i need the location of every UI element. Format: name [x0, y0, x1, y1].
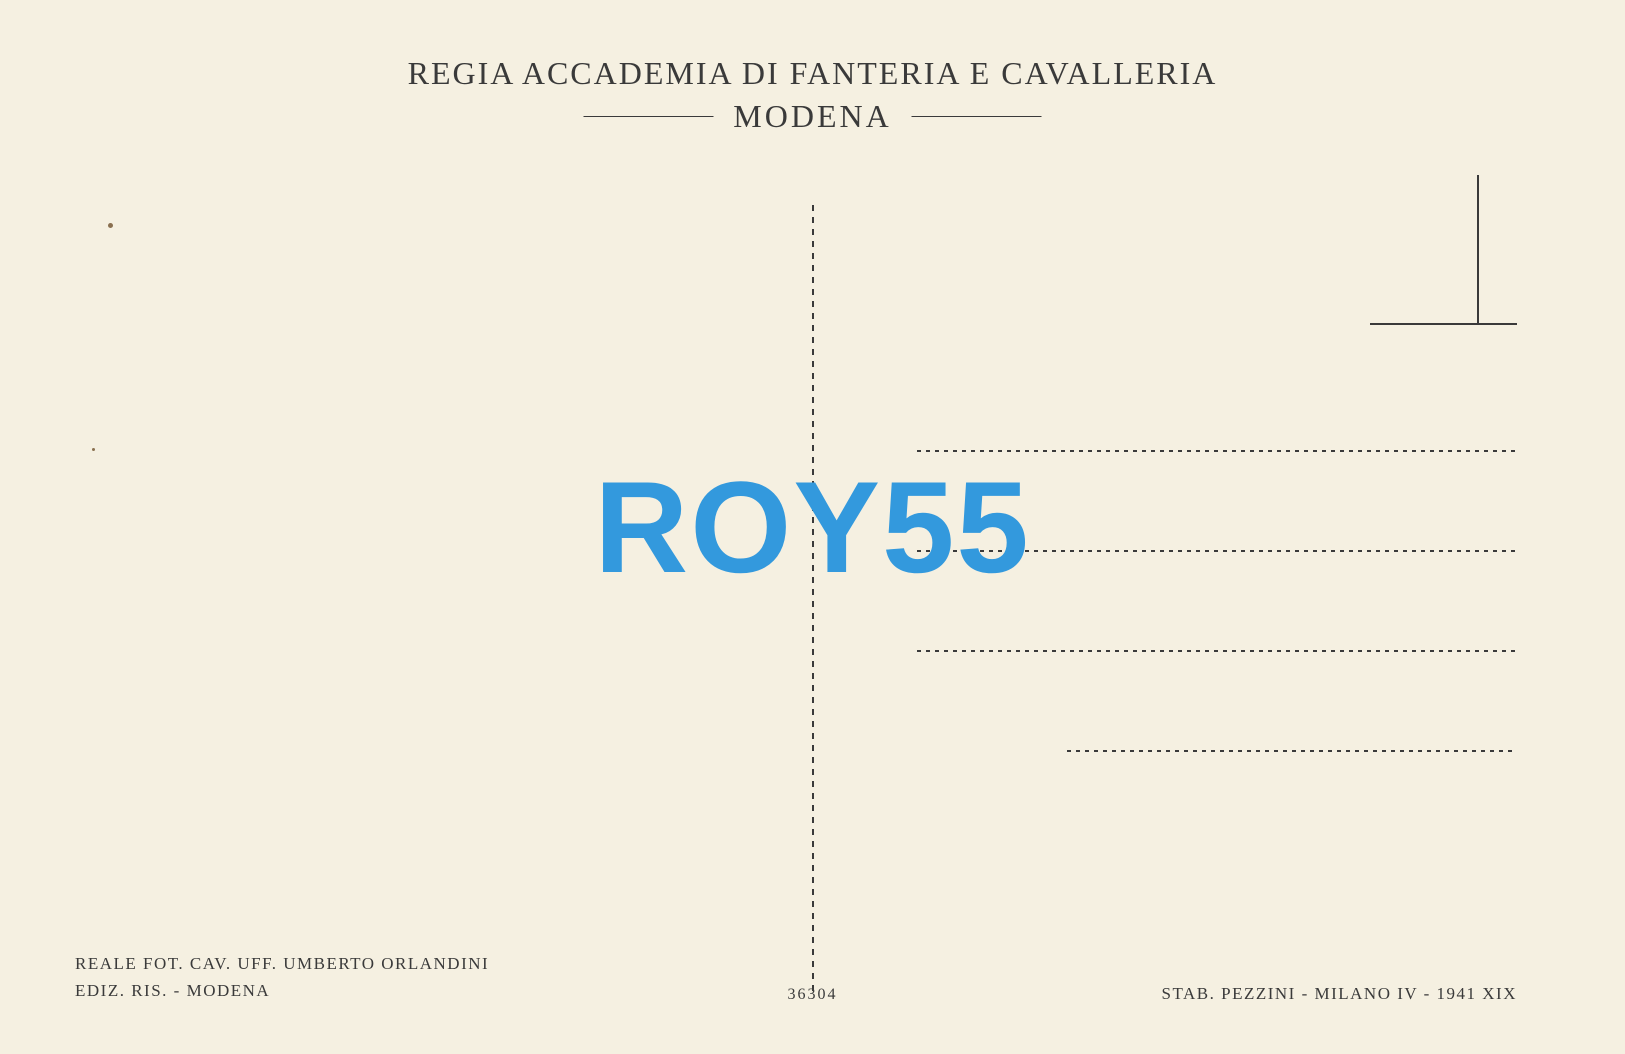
title-line2-wrap: MODENA [0, 98, 1625, 135]
title-dash-right [912, 116, 1042, 117]
watermark-text: ROY55 [594, 452, 1030, 602]
address-line-3 [917, 650, 1517, 652]
title-dash-left [583, 116, 713, 117]
footer-left: REALE FOT. CAV. UFF. UMBERTO ORLANDINI E… [75, 950, 489, 1004]
title-line2: MODENA [733, 98, 891, 135]
postcard-header: REGIA ACCADEMIA DI FANTERIA E CAVALLERIA… [0, 55, 1625, 135]
postcard-back: REGIA ACCADEMIA DI FANTERIA E CAVALLERIA… [0, 0, 1625, 1054]
footer-left-line1: REALE FOT. CAV. UFF. UMBERTO ORLANDINI [75, 950, 489, 977]
title-line1: REGIA ACCADEMIA DI FANTERIA E CAVALLERIA [0, 55, 1625, 92]
paper-speck [92, 448, 95, 451]
paper-speck [108, 223, 113, 228]
stamp-box-bottom-edge [1370, 323, 1517, 325]
footer-right: STAB. PEZZINI - MILANO IV - 1941 XIX [1162, 984, 1517, 1004]
stamp-box-left-edge [1477, 175, 1517, 325]
footer-left-line2: EDIZ. RIS. - MODENA [75, 977, 489, 1004]
address-line-4 [1067, 750, 1517, 752]
footer-center: 36304 [788, 986, 838, 1004]
